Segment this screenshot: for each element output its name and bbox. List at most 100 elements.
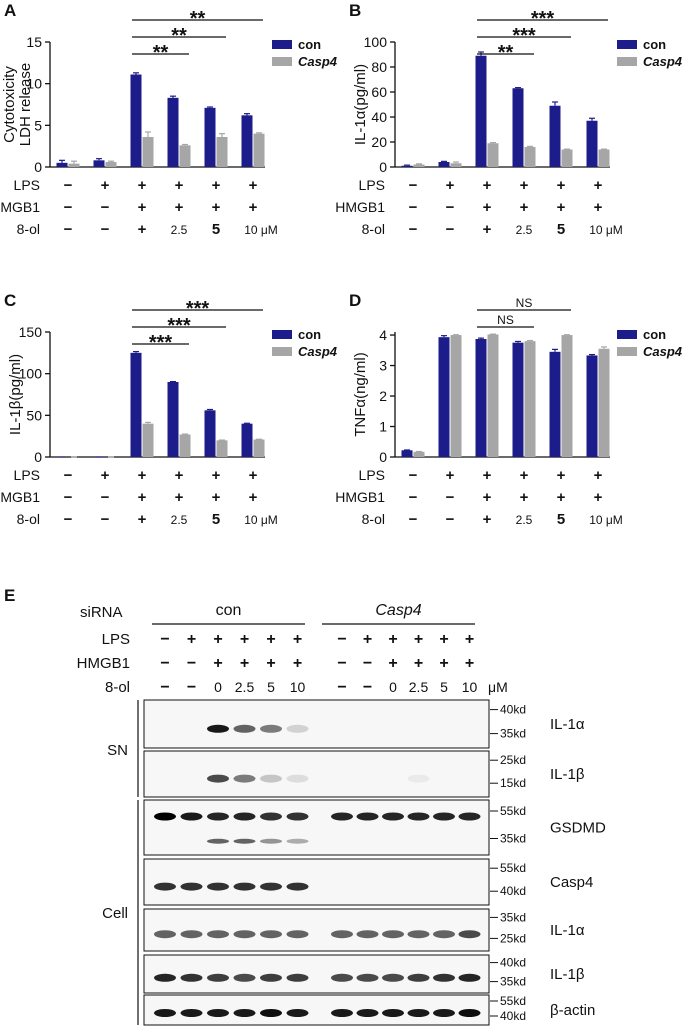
bar (475, 339, 487, 457)
band (331, 812, 353, 821)
band (382, 1009, 404, 1017)
treatment-name: HMGB1 (335, 489, 385, 505)
band (154, 725, 176, 733)
bar (487, 334, 499, 457)
treatment-mark: + (175, 489, 184, 506)
treatment-mark: − (64, 489, 73, 506)
bar (204, 107, 216, 167)
band (382, 725, 404, 733)
band (286, 774, 309, 783)
blot-frame (143, 908, 490, 952)
bar (68, 163, 80, 167)
treatment-name: 8-ol (17, 511, 40, 527)
treatment-name: 8-ol (17, 221, 40, 237)
treatment-mark: + (138, 489, 147, 506)
legend-label: Casp4 (643, 344, 683, 359)
legend-label: Casp4 (298, 54, 338, 69)
blot-frame (143, 954, 490, 994)
bar (549, 105, 561, 167)
treatment-mark: + (483, 221, 492, 238)
bar (549, 351, 561, 457)
blot-frame (143, 858, 490, 906)
treatment-mark: − (64, 221, 73, 238)
bar (93, 160, 105, 167)
treatment-mark: + (249, 177, 258, 194)
bar (401, 450, 413, 457)
band (459, 839, 481, 844)
legend-swatch (272, 57, 292, 66)
bar (475, 55, 487, 167)
significance-label: ** (498, 42, 514, 64)
treatment-mark: + (557, 489, 566, 506)
treatment-name: LPS (359, 467, 385, 483)
sirna-label: siRNA (80, 604, 123, 621)
y-tick-label: 0 (379, 159, 387, 175)
side-label: Cell (102, 905, 128, 922)
band (154, 775, 176, 783)
treatment-mark: − (409, 177, 418, 194)
size-marker: 25kd (500, 931, 526, 945)
y-tick-label: 4 (379, 327, 387, 343)
treatment-mark: 0 (214, 679, 222, 695)
significance-label: *** (167, 315, 191, 337)
legend-label: con (298, 37, 321, 52)
panel-label: A (4, 1, 16, 20)
band (331, 839, 353, 844)
treatment-mark: − (337, 655, 346, 672)
band (207, 1009, 229, 1017)
size-marker: 40kd (500, 956, 526, 970)
treatment-mark: + (483, 489, 492, 506)
treatment-mark: + (520, 199, 529, 216)
treatment-name: 8-ol (105, 679, 130, 696)
band (382, 812, 404, 821)
band (433, 775, 455, 783)
band (408, 839, 430, 844)
treatment-mark: 2.5 (235, 679, 255, 695)
band (207, 973, 229, 982)
treatment-name: LPS (14, 467, 40, 483)
band (233, 930, 256, 939)
bar (561, 335, 573, 457)
bar (561, 149, 573, 167)
y-tick-label: 100 (364, 34, 388, 50)
treatment-mark: + (557, 467, 566, 484)
band (233, 838, 256, 844)
band (382, 775, 404, 783)
bar (413, 451, 425, 457)
band (408, 883, 430, 891)
treatment-mark: + (213, 655, 222, 672)
treatment-mark: + (439, 655, 448, 672)
bar (167, 382, 179, 457)
band (260, 838, 282, 844)
y-tick-label: 0 (34, 449, 42, 465)
band (458, 1009, 481, 1017)
legend-swatch (272, 347, 292, 356)
blot-frame (143, 699, 490, 749)
bar (401, 165, 413, 167)
treatment-mark: + (483, 177, 492, 194)
treatment-mark: + (388, 655, 397, 672)
treatment-mark: + (249, 199, 258, 216)
treatment-mark: + (483, 467, 492, 484)
band (233, 812, 256, 821)
treatment-mark: 10 μM (589, 223, 623, 237)
band (331, 725, 353, 733)
unit-label: μM (488, 679, 508, 695)
group-label: con (216, 602, 242, 619)
treatment-mark: − (363, 679, 372, 696)
band (207, 812, 229, 821)
band (433, 930, 455, 939)
treatment-mark: 2.5 (171, 223, 188, 237)
y-tick-label: 100 (19, 366, 43, 382)
panel-label: D (349, 291, 361, 310)
band (207, 838, 229, 844)
band (181, 725, 203, 733)
band (407, 774, 430, 783)
treatment-mark: 2.5 (516, 513, 533, 527)
treatment-mark: − (409, 199, 418, 216)
treatment-mark: − (160, 655, 169, 672)
bar (130, 74, 142, 167)
band (459, 775, 481, 783)
legend-swatch (617, 347, 637, 356)
y-tick-label: 0 (34, 159, 42, 175)
